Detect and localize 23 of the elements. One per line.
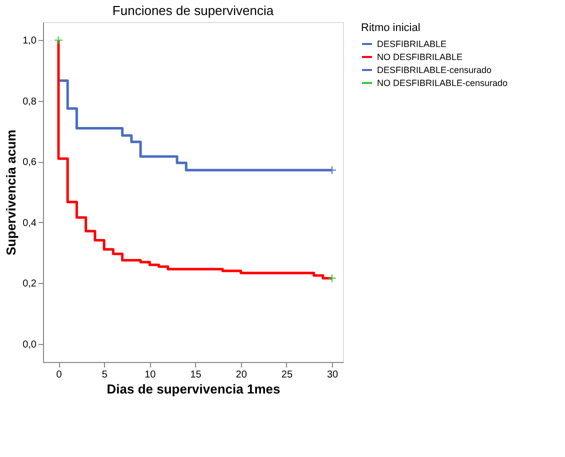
x-tick-label: 20 — [236, 370, 248, 380]
point — [54, 36, 64, 45]
x-tick-label: 5 — [102, 370, 108, 380]
x-tick-label: 0 — [56, 370, 62, 380]
legend-label: NO DESFIBRILABLE-censurado — [377, 78, 508, 88]
y-tick-label: 0,4 — [22, 218, 37, 229]
x-axis-title: Dias de supervivencia 1mes — [106, 382, 280, 396]
y-tick-label: 0,6 — [22, 157, 37, 168]
x-tick-label: 25 — [281, 370, 293, 380]
y-tick-label: 0,8 — [22, 96, 37, 108]
y-tick-label: 0,0 — [22, 339, 37, 350]
chart-title: Funciones de supervivencia — [112, 3, 274, 18]
x-tick-label: 15 — [190, 370, 202, 380]
x-tick-label: 10 — [144, 370, 156, 380]
y-tick-label: 1,0 — [22, 36, 37, 47]
y-axis-title: Supervivencia acum — [4, 130, 19, 256]
point — [327, 274, 337, 283]
legend-label: DESFIBRILABLE — [377, 39, 447, 49]
legend-label: NO DESFIBRILABLE — [377, 52, 463, 62]
x-tick-label: 30 — [326, 370, 339, 380]
legend-title: Ritmo inicial — [361, 22, 420, 34]
y-tick-label: 0,2 — [22, 278, 37, 290]
legend-label: DESFIBRILABLE-censurado — [377, 65, 492, 75]
